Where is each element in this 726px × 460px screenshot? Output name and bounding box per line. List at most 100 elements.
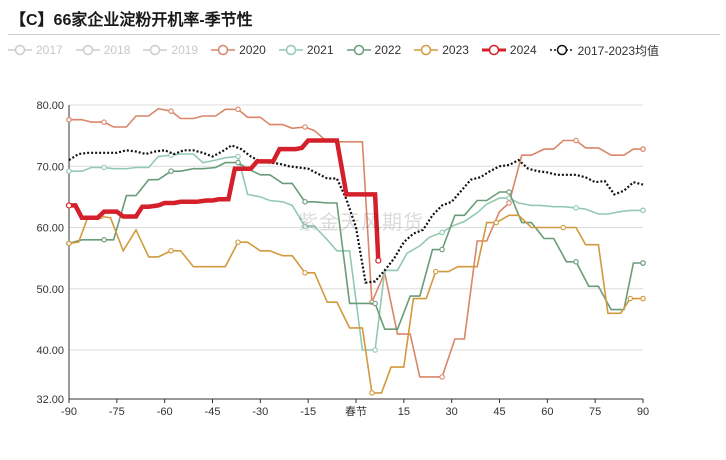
series-point	[573, 259, 579, 265]
series-point	[235, 159, 241, 166]
y-tick-label: 32.00	[36, 394, 64, 406]
series-line-2022	[68, 161, 643, 330]
y-tick-label: 70.00	[36, 161, 64, 173]
legend-item-2017[interactable]: 2017	[8, 43, 63, 57]
x-tick-label: 春节	[345, 405, 367, 418]
series-point	[369, 390, 375, 396]
series-point	[372, 347, 378, 353]
legend-label: 2019	[171, 43, 199, 57]
legend-swatch-icon	[8, 44, 32, 56]
legend-item-2023[interactable]: 2023	[414, 43, 469, 57]
x-tick-label: 75	[589, 406, 601, 418]
chart-title: 【C】66家企业淀粉开机率-季节性	[10, 12, 253, 29]
series-2020[interactable]	[66, 106, 646, 380]
x-tick-label: -15	[300, 406, 316, 418]
series-point	[640, 146, 646, 152]
series-point	[101, 164, 107, 171]
chart-legend[interactable]: 2017 2018 2019 2020 2021 2022 2023 2024 2017-202…	[8, 40, 672, 60]
legend-swatch-icon	[481, 44, 506, 56]
y-tick-label: 40.00	[36, 345, 64, 357]
series-point	[235, 153, 241, 160]
legend-label: 2020	[239, 43, 266, 57]
x-tick-label: 45	[493, 406, 505, 418]
series-point	[235, 239, 241, 245]
legend-swatch-icon	[75, 44, 100, 56]
series-line-2021	[69, 153, 643, 351]
series-point	[101, 119, 107, 125]
legend-label: 2021	[306, 43, 334, 57]
legend-swatch-icon	[211, 44, 236, 56]
legend-swatch-icon	[143, 44, 168, 56]
series-point	[302, 199, 308, 205]
series-line-2020	[69, 107, 643, 378]
series-point	[439, 374, 445, 380]
series-point	[506, 200, 512, 206]
series-point	[302, 223, 308, 230]
series-2021[interactable]	[66, 152, 646, 353]
legend-label: 2017	[36, 43, 63, 57]
series-point	[66, 116, 72, 123]
series-point	[372, 300, 378, 307]
series-2017-2023均值[interactable]	[68, 144, 644, 284]
x-tick-label: -60	[157, 406, 173, 418]
legend-label: 2017-2023均值	[577, 43, 660, 58]
watermark-text: 紫金天风期货	[298, 212, 424, 234]
x-tick-label: -75	[109, 406, 125, 418]
series-point	[66, 168, 72, 174]
series-point	[493, 219, 500, 226]
legend-swatch-icon	[414, 44, 439, 56]
series-point	[439, 229, 445, 236]
series-2022[interactable]	[66, 159, 646, 330]
series-point	[235, 106, 241, 113]
legend-item-2022[interactable]: 2022	[346, 43, 402, 57]
legend-item-2017-2023均值[interactable]: 2017-2023均值	[549, 42, 660, 59]
series-point	[640, 207, 646, 214]
series-line-2017-2023均值	[68, 144, 644, 284]
y-tick-label: 60.00	[36, 223, 64, 235]
title-divider	[8, 34, 720, 35]
series-2024[interactable]	[65, 138, 382, 264]
x-tick-label: 15	[398, 406, 410, 418]
series-point	[432, 268, 439, 275]
series-point	[627, 295, 633, 302]
series-point	[560, 224, 567, 231]
series-point	[168, 168, 174, 174]
legend-item-2018[interactable]: 2018	[75, 43, 130, 57]
legend-swatch-icon	[549, 44, 574, 56]
legend-item-2019[interactable]: 2019	[143, 43, 198, 57]
series-line-2024	[69, 138, 381, 261]
x-tick-label: 30	[446, 406, 458, 418]
series-point	[640, 295, 646, 302]
x-tick-label: 90	[637, 406, 649, 418]
legend-label: 2024	[509, 43, 537, 57]
series-point	[439, 246, 445, 253]
legend-label: 2023	[442, 43, 469, 57]
x-tick-label: 60	[541, 406, 553, 418]
y-tick-label: 80.00	[36, 100, 64, 112]
series-point	[573, 205, 579, 211]
series-point	[65, 202, 73, 209]
series-point	[302, 124, 308, 130]
series-point	[302, 270, 308, 276]
series-point	[168, 248, 174, 254]
legend-item-2020[interactable]: 2020	[211, 43, 266, 57]
legend-swatch-icon	[278, 44, 303, 56]
legend-label: 2022	[374, 43, 402, 57]
legend-item-2024[interactable]: 2024	[481, 43, 537, 57]
series-point	[640, 260, 646, 266]
x-tick-label: -45	[205, 406, 221, 418]
series-point	[573, 137, 579, 144]
series-line-2023	[68, 214, 643, 394]
x-tick-label: -90	[61, 406, 77, 418]
series-point	[375, 257, 382, 264]
legend-swatch-icon	[346, 44, 371, 56]
y-tick-label: 50.00	[36, 284, 64, 296]
series-point	[101, 237, 107, 243]
series-point	[66, 240, 72, 247]
series-point	[506, 189, 512, 195]
x-tick-label: -30	[252, 406, 268, 418]
series-point	[168, 108, 174, 114]
legend-item-2021[interactable]: 2021	[278, 43, 334, 57]
